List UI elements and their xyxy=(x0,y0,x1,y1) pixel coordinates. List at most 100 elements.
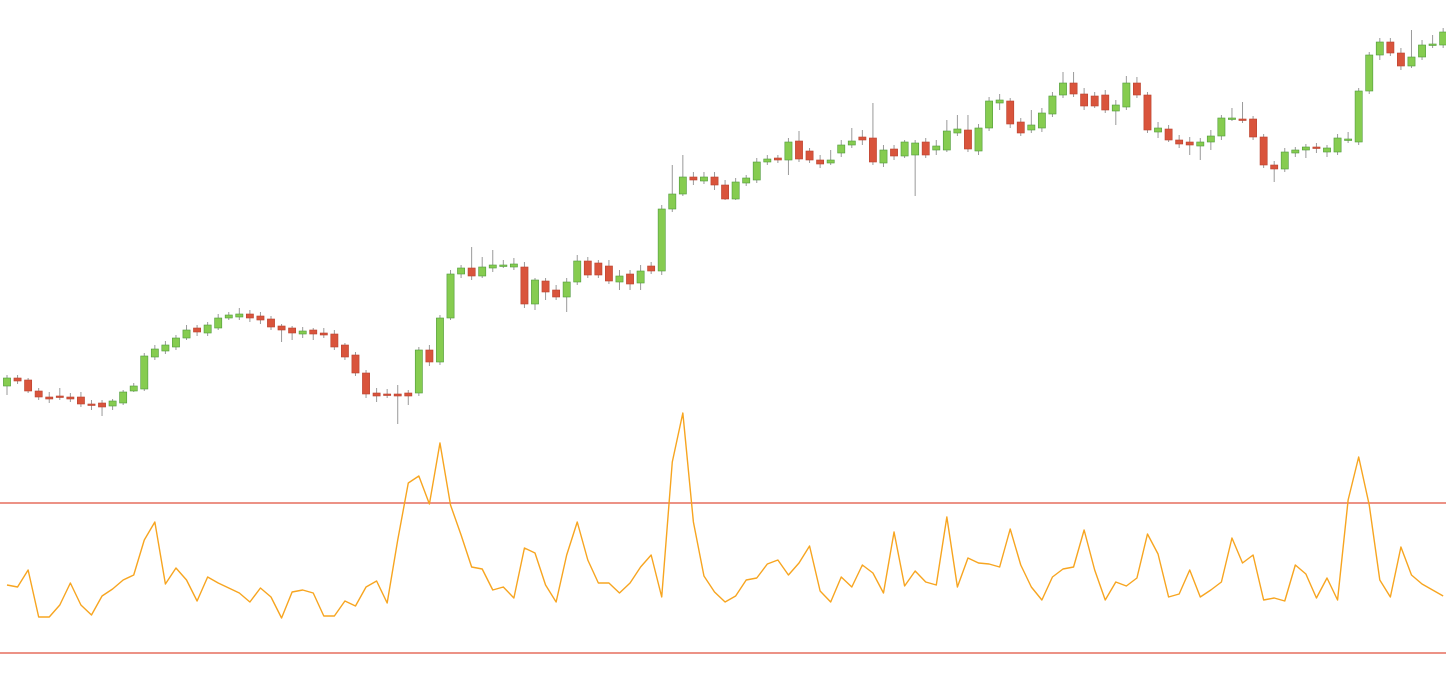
candle-body xyxy=(87,403,96,406)
candle-body xyxy=(752,161,761,181)
candle-body xyxy=(1354,90,1363,143)
candle-body xyxy=(879,149,888,164)
candle-body xyxy=(1133,82,1141,96)
candle-body xyxy=(1259,136,1268,166)
candle-body xyxy=(700,176,708,182)
candle-body xyxy=(837,144,846,154)
candle-body xyxy=(404,392,413,397)
candle-body xyxy=(309,329,318,335)
candle-body xyxy=(1323,147,1331,153)
candle-body xyxy=(731,181,740,200)
candle-body xyxy=(594,262,603,276)
candle-body xyxy=(562,281,571,298)
candle-body xyxy=(1069,82,1078,95)
candle-body xyxy=(942,130,951,151)
candle-body xyxy=(203,324,212,334)
candle-body xyxy=(1333,137,1342,153)
candle-body xyxy=(1238,118,1247,121)
candle-body xyxy=(1418,44,1426,58)
candle-body xyxy=(256,315,265,321)
candle-body xyxy=(1206,135,1215,143)
candle-body xyxy=(520,266,529,305)
candle-body xyxy=(1006,100,1015,125)
candle-body xyxy=(647,265,656,272)
candle-body xyxy=(224,314,233,319)
candle-body xyxy=(467,267,476,277)
candle-body xyxy=(288,327,297,334)
candle-body xyxy=(583,260,592,276)
candle-body xyxy=(393,393,402,397)
candle-body xyxy=(55,395,64,398)
candle-body xyxy=(499,264,508,267)
candle-body xyxy=(1344,138,1353,141)
candle-body xyxy=(1090,95,1099,107)
candle-body xyxy=(277,325,286,331)
candle-body xyxy=(573,260,582,283)
candle-body xyxy=(1027,124,1036,131)
candle-body xyxy=(77,396,85,405)
candle-body xyxy=(1143,94,1152,131)
candle-body xyxy=(446,273,455,319)
candle-body xyxy=(298,330,307,335)
candle-body xyxy=(245,313,254,319)
candle-body xyxy=(657,208,666,272)
candle-body xyxy=(668,193,677,210)
candle-body xyxy=(66,396,75,400)
candle-body xyxy=(330,333,339,348)
candle-body xyxy=(974,127,983,152)
candle-body xyxy=(214,317,223,329)
candle-body xyxy=(636,270,645,284)
candle-body xyxy=(763,158,772,163)
candle-body xyxy=(1439,31,1446,46)
candle-body xyxy=(341,344,349,358)
candle-body xyxy=(911,142,920,156)
candle-body xyxy=(129,385,138,392)
candle-body xyxy=(1407,56,1416,67)
candle-body xyxy=(1428,43,1437,46)
candle-body xyxy=(119,391,128,404)
candle-body xyxy=(900,141,909,157)
candle-body xyxy=(605,265,613,282)
candle-body xyxy=(1037,112,1046,129)
oscillator-line xyxy=(6,412,1444,619)
candle-body xyxy=(721,184,729,200)
candle-body xyxy=(541,280,550,293)
candle-body xyxy=(1048,95,1057,115)
candle-body xyxy=(626,273,634,285)
candle-body xyxy=(1217,117,1226,137)
candle-body xyxy=(816,159,825,165)
candle-body xyxy=(710,176,719,186)
candle-body xyxy=(383,393,392,396)
candle-body xyxy=(858,136,867,141)
candle-body xyxy=(964,129,972,150)
candle-body xyxy=(995,99,1004,104)
candle-body xyxy=(552,289,561,298)
candle-body xyxy=(13,377,22,382)
candle-body xyxy=(1386,41,1395,54)
candle-body xyxy=(1175,139,1184,145)
candle-body xyxy=(362,372,370,395)
candle-body xyxy=(847,140,856,146)
candle-body xyxy=(795,140,803,160)
candle-body xyxy=(1111,104,1120,112)
candle-body xyxy=(108,400,117,407)
candle-body xyxy=(45,396,54,400)
candle-body xyxy=(1365,54,1374,92)
candle-body xyxy=(98,402,106,408)
candle-body xyxy=(615,275,624,283)
candle-body xyxy=(3,377,11,387)
candle-body xyxy=(457,267,465,275)
candle-body xyxy=(531,279,539,305)
candle-body xyxy=(150,348,159,358)
candle-body xyxy=(1312,146,1321,149)
candle-body xyxy=(1249,118,1257,138)
candle-body xyxy=(24,379,33,392)
candle-body xyxy=(805,150,814,161)
candle-body xyxy=(140,355,149,390)
candle-body xyxy=(1016,121,1025,134)
candle-body xyxy=(267,318,275,328)
candle-body xyxy=(1154,127,1162,133)
candle-body xyxy=(742,177,751,184)
candle-body xyxy=(1228,117,1236,120)
